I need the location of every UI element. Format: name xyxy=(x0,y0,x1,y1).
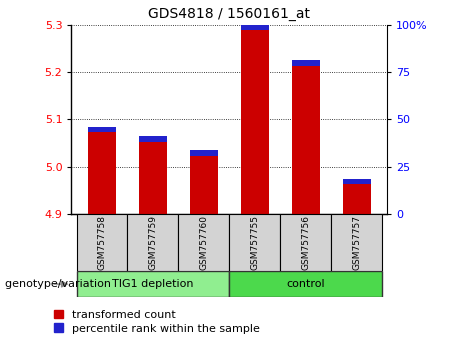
Bar xyxy=(77,271,229,297)
Bar xyxy=(292,67,320,214)
Bar xyxy=(190,156,218,214)
Text: GSM757755: GSM757755 xyxy=(250,215,260,270)
Bar xyxy=(178,214,229,271)
Bar xyxy=(331,214,382,271)
Legend: transformed count, percentile rank within the sample: transformed count, percentile rank withi… xyxy=(54,310,260,333)
Text: GSM757760: GSM757760 xyxy=(199,215,208,270)
Text: GSM757759: GSM757759 xyxy=(148,215,158,270)
Text: GSM757758: GSM757758 xyxy=(98,215,106,270)
Bar xyxy=(280,214,331,271)
Bar xyxy=(229,271,382,297)
Title: GDS4818 / 1560161_at: GDS4818 / 1560161_at xyxy=(148,7,310,21)
Text: control: control xyxy=(286,279,325,289)
Bar xyxy=(139,142,167,214)
Text: GSM757757: GSM757757 xyxy=(352,215,361,270)
Text: TIG1 depletion: TIG1 depletion xyxy=(112,279,194,289)
Bar xyxy=(292,60,320,67)
Text: GSM757756: GSM757756 xyxy=(301,215,310,270)
Bar xyxy=(128,214,178,271)
Bar xyxy=(343,184,371,214)
Bar xyxy=(241,29,269,214)
Bar xyxy=(190,150,218,156)
Bar xyxy=(241,22,269,29)
Bar xyxy=(139,136,167,142)
Text: genotype/variation: genotype/variation xyxy=(5,279,114,289)
Bar xyxy=(77,214,128,271)
Bar xyxy=(88,132,116,214)
Bar xyxy=(343,179,371,184)
Bar xyxy=(229,214,280,271)
Bar xyxy=(88,127,116,132)
